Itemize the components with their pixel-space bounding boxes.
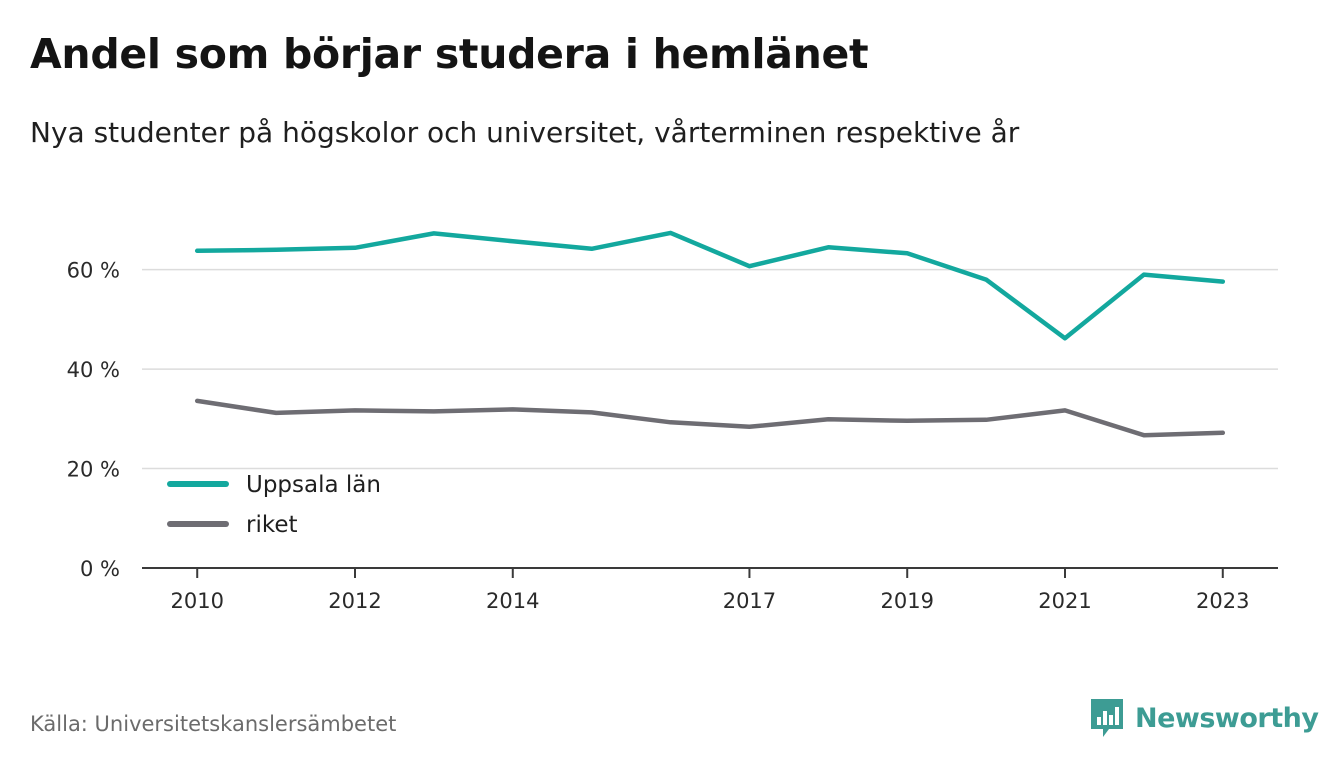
x-tick-label: 2012 xyxy=(328,589,381,613)
legend-label-1: riket xyxy=(246,512,298,538)
x-tick-label: 2019 xyxy=(880,589,933,613)
series-line-0 xyxy=(194,230,1226,341)
x-tick-label: 2014 xyxy=(486,589,539,613)
gridlines xyxy=(142,268,1278,470)
legend: Uppsala län riket xyxy=(167,472,381,538)
brand-name: Newsworthy xyxy=(1135,702,1319,734)
series-lines xyxy=(194,230,1226,438)
brand-logo[interactable]: Newsworthy xyxy=(1089,697,1319,739)
source-note: Källa: Universitetskanslersämbetet xyxy=(30,712,397,736)
legend-label-0: Uppsala län xyxy=(246,472,381,498)
y-tick-label: 20 % xyxy=(67,458,120,482)
y-tick-label: 40 % xyxy=(67,358,120,382)
y-axis: 0 % 20 % 40 % 60 % xyxy=(67,259,120,581)
x-axis xyxy=(142,567,1278,578)
chart-subtitle: Nya studenter på högskolor och universit… xyxy=(30,116,1020,149)
x-tick-label: 2010 xyxy=(170,589,223,613)
y-tick-label: 60 % xyxy=(67,259,120,283)
series-line-1 xyxy=(194,398,1226,438)
x-tick-label: 2021 xyxy=(1038,589,1091,613)
newsworthy-logo-icon xyxy=(1091,699,1123,737)
chart-title: Andel som börjar studera i hemlänet xyxy=(30,30,869,78)
x-tick-label: 2023 xyxy=(1196,589,1249,613)
x-tick-labels: 2010 2012 2014 2017 2019 2021 2023 xyxy=(170,589,1249,613)
y-tick-label: 0 % xyxy=(80,557,120,581)
line-chart: 0 % 20 % 40 % 60 % 2010 2012 2014 2017 2019 2021… xyxy=(67,230,1278,613)
x-tick-label: 2017 xyxy=(723,589,776,613)
